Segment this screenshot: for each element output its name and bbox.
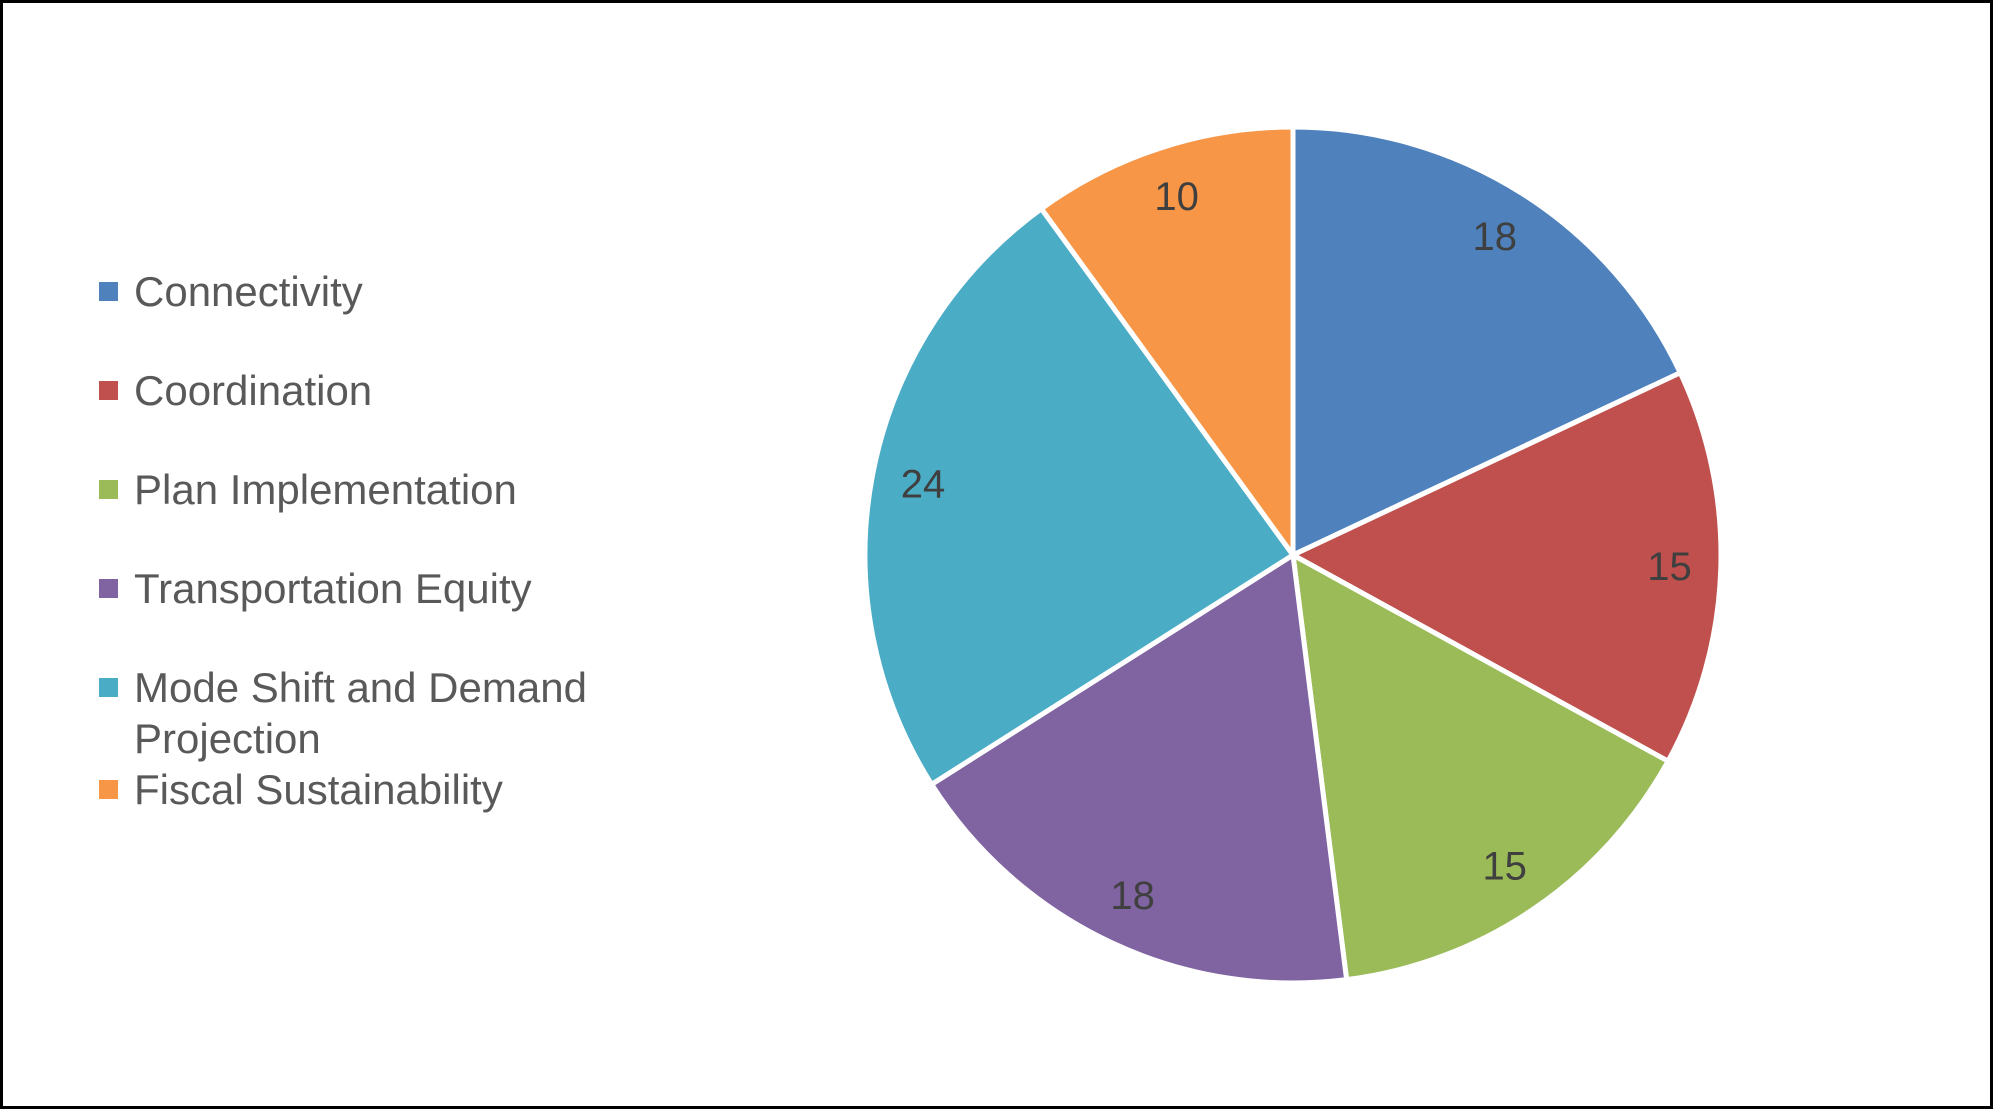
pie-slice-fiscal-sustainability <box>1038 124 1296 558</box>
legend-item-connectivity: Connectivity <box>99 266 659 317</box>
legend-label-coordination: Coordination <box>134 367 373 414</box>
pie-data-label-fiscal-sustainability: 10 <box>1154 175 1199 219</box>
pie-data-label-transportation-equity: 18 <box>1110 874 1155 918</box>
legend-swatch-connectivity <box>99 282 118 301</box>
chart-legend: Connectivity Coordination Plan Implement… <box>99 266 659 863</box>
pie-slice-connectivity <box>1290 124 1683 558</box>
legend-item-plan-implementation: Plan Implementation <box>99 464 659 515</box>
legend-label-plan-implementation: Plan Implementation <box>134 466 517 513</box>
legend-swatch-plan-implementation <box>99 480 118 499</box>
pie-data-label-mode-shift-and-demand-projection: 24 <box>901 462 946 506</box>
pie-data-label-coordination: 15 <box>1647 545 1692 589</box>
pie-slice-plan-implementation <box>1290 552 1671 983</box>
pie-slice-mode-shift-and-demand-projection <box>862 206 1296 787</box>
pie-data-label-connectivity: 18 <box>1473 215 1518 259</box>
pie-chart: 18 15 15 18 24 10 <box>862 124 1724 986</box>
legend-label-mode-shift-and-demand-projection: Mode Shift and Demand Projection <box>134 664 587 762</box>
pie-slice-transportation-equity <box>929 552 1350 986</box>
legend-label-fiscal-sustainability: Fiscal Sustainability <box>134 766 503 813</box>
legend-label-connectivity: Connectivity <box>134 268 363 315</box>
legend-swatch-transportation-equity <box>99 579 118 598</box>
legend-item-fiscal-sustainability: Fiscal Sustainability <box>99 764 659 815</box>
pie-data-label-plan-implementation: 15 <box>1482 845 1527 889</box>
legend-swatch-fiscal-sustainability <box>99 780 118 799</box>
legend-item-transportation-equity: Transportation Equity <box>99 563 659 614</box>
legend-label-transportation-equity: Transportation Equity <box>134 565 532 612</box>
legend-item-coordination: Coordination <box>99 365 659 416</box>
pie-slice-coordination <box>1290 370 1724 764</box>
legend-swatch-coordination <box>99 381 118 400</box>
legend-swatch-mode-shift-and-demand-projection <box>99 678 118 697</box>
legend-item-mode-shift-and-demand-projection: Mode Shift and Demand Projection <box>99 662 659 764</box>
